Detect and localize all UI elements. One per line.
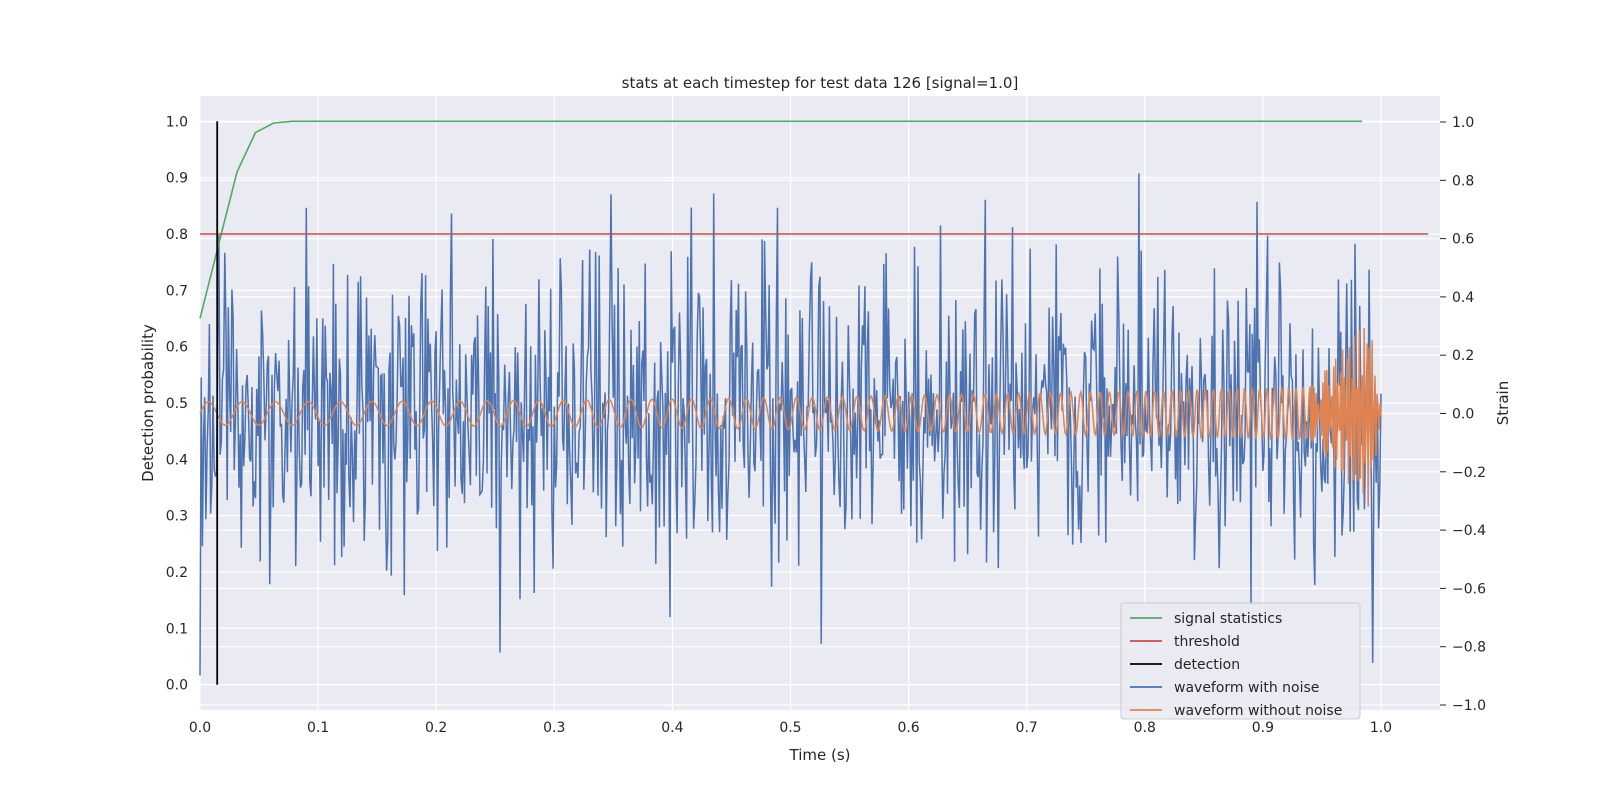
y-left-tick-label: 0.8 bbox=[166, 227, 188, 243]
y-right-tick-label: 0.2 bbox=[1452, 348, 1474, 364]
legend-label: signal statistics bbox=[1174, 611, 1282, 627]
y-right-tick-label: 1.0 bbox=[1452, 115, 1474, 131]
y-left-tick-label: 0.9 bbox=[166, 171, 188, 187]
y-right-tick-label: −0.8 bbox=[1452, 640, 1486, 656]
x-tick-label: 1.0 bbox=[1370, 720, 1392, 736]
y-axis-left-label: Detection probability bbox=[139, 324, 157, 482]
y-left-tick-label: 0.3 bbox=[166, 509, 188, 525]
y-right-tick-label: −0.6 bbox=[1452, 581, 1486, 597]
y-left-tick-label: 0.7 bbox=[166, 283, 188, 299]
legend: signal statistics threshold detection wavef… bbox=[1120, 602, 1361, 720]
chart-title: stats at each timestep for test data 126… bbox=[622, 74, 1019, 92]
y-left-tick-label: 0.5 bbox=[166, 396, 188, 412]
x-axis-label: Time (s) bbox=[789, 746, 851, 764]
y-left-tick-label: 0.1 bbox=[166, 621, 188, 637]
series-waveform-with-noise bbox=[199, 173, 1382, 676]
legend-label: waveform without noise bbox=[1174, 703, 1342, 719]
y-right-tick-label: −0.4 bbox=[1452, 523, 1486, 539]
x-tick-label: 0.4 bbox=[661, 720, 683, 736]
x-tick-label: 0.3 bbox=[543, 720, 565, 736]
series-waveform-without-noise bbox=[199, 327, 1382, 507]
ticks: 0.0 0.1 0.2 0.3 0.4 0.5 0.6 0.7 0.8 0.9 1.0 0.0 0.1 0… bbox=[166, 114, 1486, 736]
y-right-tick-label: 0.8 bbox=[1452, 173, 1474, 189]
legend-label: threshold bbox=[1174, 634, 1240, 650]
x-tick-label: 0.7 bbox=[1016, 720, 1038, 736]
x-tick-label: 0.2 bbox=[425, 720, 447, 736]
y-left-tick-label: 0.0 bbox=[166, 678, 188, 694]
y-left-tick-label: 0.2 bbox=[166, 565, 188, 581]
legend-label: waveform with noise bbox=[1174, 680, 1319, 696]
y-right-tick-label: 0.6 bbox=[1452, 232, 1474, 248]
x-tick-label: 0.9 bbox=[1252, 720, 1274, 736]
x-tick-label: 0.8 bbox=[1134, 720, 1156, 736]
x-tick-label: 0.0 bbox=[189, 720, 211, 736]
x-tick-label: 0.5 bbox=[779, 720, 801, 736]
y-axis-right-label: Strain bbox=[1494, 381, 1512, 425]
y-left-tick-label: 1.0 bbox=[166, 114, 188, 130]
y-left-tick-label: 0.4 bbox=[166, 452, 188, 468]
y-right-tick-label: 0.4 bbox=[1452, 290, 1474, 306]
x-tick-label: 0.1 bbox=[307, 720, 329, 736]
x-tick-label: 0.6 bbox=[897, 720, 919, 736]
legend-box bbox=[1120, 602, 1361, 720]
series-layer bbox=[199, 120, 1429, 685]
y-left-tick-label: 0.6 bbox=[166, 340, 188, 356]
series-signal-statistics bbox=[199, 120, 1363, 319]
y-right-tick-label: −0.2 bbox=[1452, 465, 1486, 481]
legend-label: detection bbox=[1174, 657, 1240, 673]
y-right-tick-label: 0.0 bbox=[1452, 407, 1474, 423]
y-right-tick-label: −1.0 bbox=[1452, 698, 1486, 714]
